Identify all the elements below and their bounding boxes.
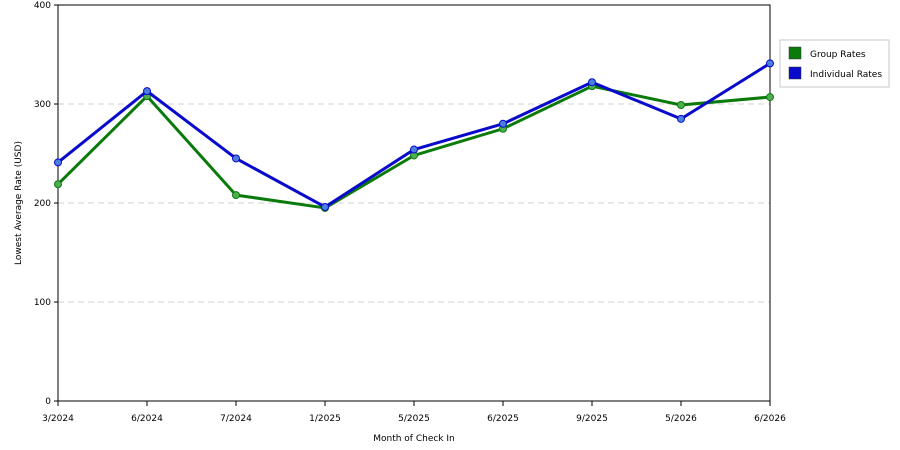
y-axis-title: Lowest Average Rate (USD) [14, 141, 24, 265]
x-axis: 3/2024 6/2024 7/2024 1/2025 5/2025 6/2025 9/20… [42, 401, 786, 424]
grid-layer [58, 103, 770, 303]
legend-label-individual-rates: Individual Rates [810, 70, 882, 80]
data-point [588, 78, 596, 87]
x-tick-label: 6/2026 [754, 414, 786, 424]
y-tick-label: 0 [45, 397, 51, 407]
x-axis-title: Month of Check In [373, 434, 455, 444]
y-tick-label: 100 [34, 298, 51, 308]
x-tick-label: 3/2024 [42, 414, 74, 424]
legend-swatch-group-rates [788, 46, 802, 60]
data-point [410, 145, 418, 154]
series-line [57, 62, 771, 209]
x-tick-label: 5/2025 [398, 414, 430, 424]
data-point [677, 114, 685, 123]
series-layer [54, 59, 774, 212]
data-point [54, 158, 62, 167]
x-tick-label: 1/2025 [309, 414, 341, 424]
x-tick-label: 9/2025 [576, 414, 608, 424]
data-point [766, 59, 774, 68]
x-tick-label: 6/2024 [131, 414, 163, 424]
y-axis: 0 100 200 300 400 [34, 1, 58, 407]
legend: Group Rates Individual Rates [779, 39, 890, 88]
data-point [232, 191, 240, 200]
x-tick-label: 5/2026 [665, 414, 697, 424]
y-tick-label: 200 [34, 199, 51, 209]
data-point [54, 180, 62, 189]
legend-swatch-individual-rates [788, 66, 802, 80]
x-tick-label: 6/2025 [487, 414, 519, 424]
x-tick-label: 7/2024 [220, 414, 252, 424]
data-point [677, 100, 685, 109]
data-point [499, 119, 507, 128]
legend-label-group-rates: Group Rates [810, 50, 866, 60]
data-point [321, 202, 329, 211]
y-tick-label: 400 [34, 1, 51, 11]
data-point [766, 93, 774, 102]
data-point [232, 154, 240, 163]
data-point [143, 87, 151, 96]
y-tick-label: 300 [34, 100, 51, 110]
